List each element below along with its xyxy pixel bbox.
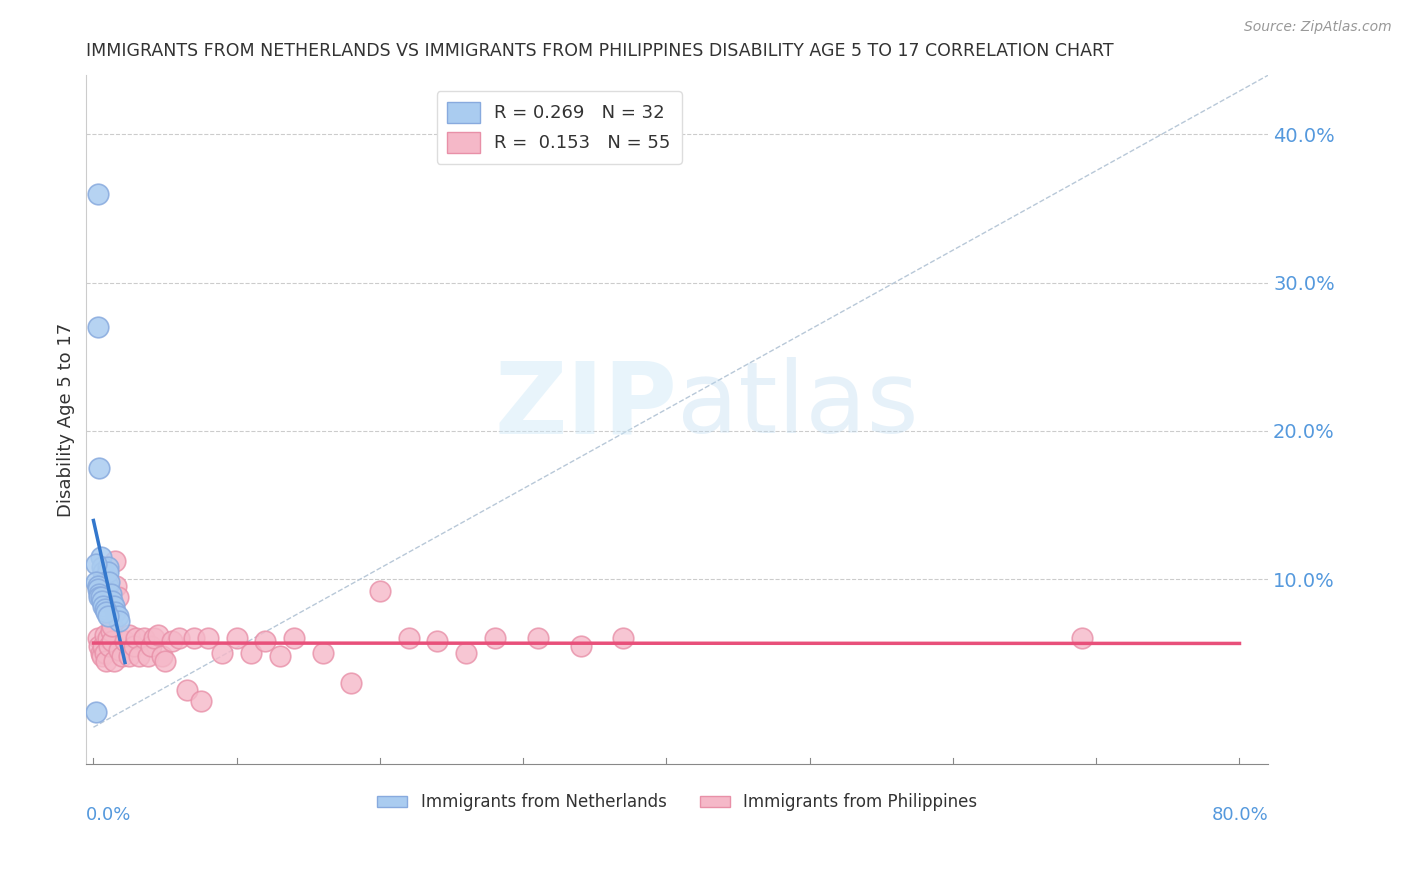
Point (283, 632, 305, 646)
Point (111, 649, 134, 664)
Text: atlas: atlas (678, 358, 920, 454)
Point (136, 649, 159, 664)
Point (89, 590, 111, 604)
Point (107, 590, 129, 604)
Point (97, 632, 120, 646)
Point (118, 628, 141, 642)
Point (197, 632, 219, 646)
Legend: Immigrants from Netherlands, Immigrants from Philippines: Immigrants from Netherlands, Immigrants … (371, 787, 984, 818)
Point (89, 587, 111, 601)
Point (1070, 632, 1092, 646)
Point (484, 632, 506, 646)
Point (162, 634, 184, 648)
Point (90, 590, 112, 604)
Point (87, 579, 110, 593)
Point (108, 614, 131, 628)
Point (87, 632, 110, 646)
Point (340, 675, 363, 690)
Point (128, 649, 150, 664)
Point (368, 583, 391, 598)
Point (87, 582, 110, 597)
Point (101, 619, 124, 633)
Point (86, 574, 108, 589)
Point (101, 594, 124, 608)
Point (91, 560, 114, 574)
Point (142, 632, 165, 646)
Point (169, 632, 191, 646)
Point (122, 639, 145, 653)
Point (125, 632, 148, 646)
Point (91, 594, 114, 608)
Point (569, 639, 592, 653)
Point (90, 646, 112, 660)
Point (104, 554, 127, 568)
Point (96, 576, 118, 591)
Point (101, 634, 124, 648)
Point (398, 632, 420, 646)
Point (114, 634, 136, 648)
Point (94, 628, 117, 642)
Point (269, 649, 291, 664)
Text: IMMIGRANTS FROM NETHERLANDS VS IMMIGRANTS FROM PHILIPPINES DISABILITY AGE 5 TO 1: IMMIGRANTS FROM NETHERLANDS VS IMMIGRANT… (86, 42, 1114, 60)
Point (86, 558, 108, 572)
Point (100, 587, 122, 601)
Point (87, 320, 110, 334)
Point (100, 624, 122, 638)
Point (153, 654, 176, 668)
Point (240, 646, 263, 660)
Point (98, 639, 121, 653)
Point (454, 646, 477, 660)
Point (97, 609, 120, 624)
Text: ZIP: ZIP (495, 358, 678, 454)
Point (89, 639, 111, 653)
Point (96, 654, 118, 668)
Point (254, 634, 277, 648)
Point (96, 605, 118, 619)
Text: 0.0%: 0.0% (86, 805, 132, 823)
Point (311, 646, 333, 660)
Point (146, 628, 169, 642)
Y-axis label: Disability Age 5 to 17: Disability Age 5 to 17 (58, 323, 75, 516)
Point (118, 649, 141, 664)
Point (103, 654, 125, 668)
Point (93, 565, 115, 579)
Point (93, 599, 115, 613)
Point (97, 579, 120, 593)
Point (97, 565, 120, 579)
Point (225, 632, 247, 646)
Point (98, 574, 121, 589)
Point (612, 632, 634, 646)
Point (104, 605, 127, 619)
Text: 80.0%: 80.0% (1212, 805, 1268, 823)
Point (108, 643, 131, 657)
Point (94, 646, 117, 660)
Point (91, 649, 114, 664)
Point (94, 574, 117, 589)
Point (526, 632, 548, 646)
Point (176, 683, 198, 698)
Point (97, 560, 120, 574)
Point (89, 461, 111, 475)
Point (90, 549, 112, 564)
Point (107, 609, 129, 624)
Point (93, 572, 115, 586)
Point (183, 632, 205, 646)
Point (190, 693, 212, 707)
Text: Source: ZipAtlas.com: Source: ZipAtlas.com (1244, 20, 1392, 34)
Point (94, 601, 117, 615)
Point (132, 632, 155, 646)
Point (87, 186, 110, 201)
Point (105, 579, 128, 593)
Point (211, 646, 233, 660)
Point (86, 706, 108, 720)
Point (139, 639, 162, 653)
Point (93, 639, 115, 653)
Point (426, 634, 449, 648)
Point (150, 649, 173, 664)
Point (103, 599, 125, 613)
